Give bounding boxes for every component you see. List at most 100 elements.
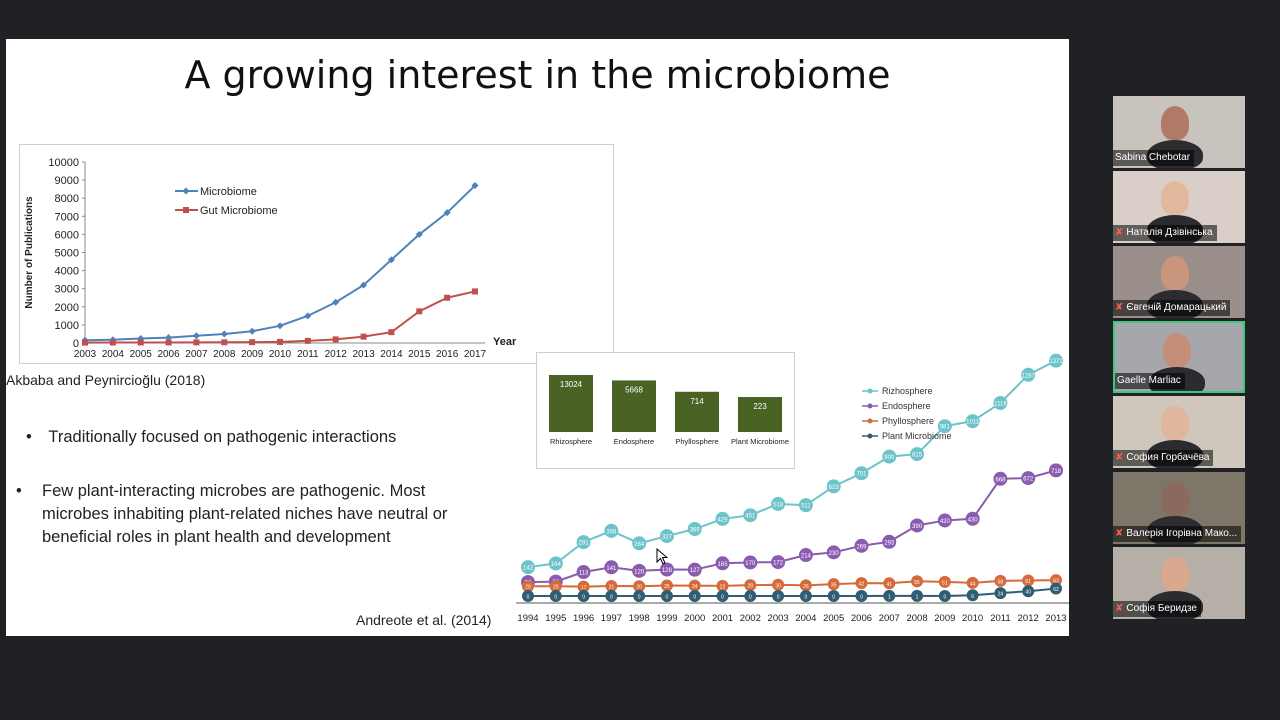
data-point xyxy=(715,556,730,571)
data-point xyxy=(137,339,144,346)
x-axis-title: Year xyxy=(493,336,517,348)
x-tick-label: 1999 xyxy=(656,613,677,624)
data-point xyxy=(744,590,757,602)
participant-name-bar: ✘ Євгеній Домарацький xyxy=(1113,300,1231,316)
data-label: 63 xyxy=(1053,579,1059,585)
x-tick-label: 2007 xyxy=(185,349,208,360)
participant-name-bar: ✘ Софія Беридзе xyxy=(1113,601,1201,617)
data-point xyxy=(855,590,868,602)
bar-value-label: 5668 xyxy=(625,385,643,394)
data-label: 623 xyxy=(829,485,840,491)
data-label: 451 xyxy=(745,514,756,520)
data-point xyxy=(772,590,785,602)
participant-tile[interactable]: ✘ София Горбачёва xyxy=(1113,396,1245,468)
participant-tile[interactable]: ✘ Софія Беридзе xyxy=(1113,547,1245,619)
data-point xyxy=(577,590,590,602)
data-point xyxy=(799,579,812,592)
data-point xyxy=(576,535,591,550)
legend-label: Gut Microbiome xyxy=(200,205,278,217)
legend-label: Plant Microbiome xyxy=(882,431,952,441)
data-point xyxy=(965,511,980,526)
data-point xyxy=(416,308,423,315)
data-point xyxy=(660,590,673,602)
data-label: 164 xyxy=(551,562,562,568)
data-point xyxy=(883,577,896,590)
data-label: 141 xyxy=(606,566,617,572)
data-point xyxy=(632,563,647,578)
data-point xyxy=(632,536,647,551)
participant-tile[interactable]: ✘ Євгеній Домарацький xyxy=(1113,246,1245,318)
bullet-item-1: • Traditionally focused on pathogenic in… xyxy=(26,426,396,449)
muted-mic-icon: ✘ xyxy=(1115,302,1124,313)
participant-tile[interactable]: Gaelle Marliac xyxy=(1113,321,1245,393)
participant-tile[interactable]: Sabina Chebotar xyxy=(1113,96,1245,168)
x-tick-label: 1997 xyxy=(601,613,622,624)
data-label: 113 xyxy=(579,571,589,577)
data-point xyxy=(165,339,172,346)
x-tick-label: 2000 xyxy=(684,613,705,624)
x-tick-label: 2011 xyxy=(990,613,1010,624)
data-label: 41 xyxy=(886,582,892,588)
data-label: 30 xyxy=(775,583,781,589)
data-point xyxy=(937,513,952,528)
data-point xyxy=(910,518,925,533)
x-tick-label: 2007 xyxy=(879,613,900,624)
data-label: 390 xyxy=(912,524,923,530)
data-label: 28 xyxy=(748,584,754,590)
x-tick-label: 2009 xyxy=(241,349,264,360)
data-label: 0 xyxy=(554,595,557,601)
citation-andreote: Andreote et al. (2014) xyxy=(356,612,492,628)
niche-bar-chart: 13024 Rhizosphere 5668 Endosphere 714 Phyllos… xyxy=(536,352,795,469)
y-tick-label: 0 xyxy=(73,338,79,350)
bullet-item-2: • Few plant-interacting microbes are pat… xyxy=(16,480,447,549)
x-tick-label: 2012 xyxy=(325,349,348,360)
data-label: 429 xyxy=(718,517,729,523)
participant-name: Наталія Дзівінська xyxy=(1126,227,1213,238)
data-label: 214 xyxy=(801,554,812,560)
x-tick-label: 2005 xyxy=(823,613,844,624)
x-tick-label: 2012 xyxy=(1018,613,1039,624)
data-point xyxy=(577,580,590,593)
data-label: 21 xyxy=(609,585,615,591)
data-label: 120 xyxy=(634,569,645,575)
data-point xyxy=(910,447,925,462)
participant-tile[interactable]: ✘ Наталія Дзівінська xyxy=(1113,171,1245,243)
data-point xyxy=(604,523,619,538)
data-label: 24 xyxy=(998,592,1004,598)
data-point xyxy=(549,580,562,593)
data-label: 269 xyxy=(856,544,867,550)
data-label: 25 xyxy=(664,584,670,590)
data-label: 981 xyxy=(940,425,951,431)
data-point xyxy=(1022,574,1035,587)
data-label: 0 xyxy=(749,595,752,601)
participant-tile[interactable]: ✘ Валерія Ігорівна Мако... xyxy=(1113,472,1245,544)
data-point xyxy=(604,560,619,575)
publications-line-chart-svg: 0 1000 2000 3000 4000 5000 6000 7000 8000 9000 100… xyxy=(24,157,517,360)
data-point xyxy=(360,333,367,340)
slide-title: A growing interest in the microbiome xyxy=(184,53,891,97)
participant-name-bar: ✘ София Горбачёва xyxy=(1113,450,1214,466)
data-label: 0 xyxy=(832,595,835,601)
data-label: 0 xyxy=(860,595,863,601)
muted-mic-icon: ✘ xyxy=(1115,227,1124,238)
x-tick-label: 2003 xyxy=(74,349,97,360)
bar-category-label: Rhizosphere xyxy=(550,437,592,446)
data-point xyxy=(744,579,757,592)
data-label: 1 xyxy=(888,594,891,600)
bar-category-label: Phyllosphere xyxy=(675,437,718,446)
data-point xyxy=(715,511,730,526)
publications-line-chart: 0 1000 2000 3000 4000 5000 6000 7000 8000 9000 100… xyxy=(19,144,614,364)
data-point xyxy=(993,396,1008,411)
data-label: 430 xyxy=(968,517,979,523)
data-label: 1011 xyxy=(966,420,980,426)
data-label: 668 xyxy=(995,477,1006,483)
data-point xyxy=(743,508,758,523)
data-label: 1119 xyxy=(994,402,1007,408)
data-label: 17 xyxy=(581,585,587,591)
data-point xyxy=(548,556,563,571)
data-label: 284 xyxy=(634,542,645,548)
x-tick-label: 2006 xyxy=(851,613,872,624)
y-axis-title: Number of Publications xyxy=(24,196,35,309)
y-tick-label: 10000 xyxy=(48,157,79,169)
data-point xyxy=(688,579,701,592)
